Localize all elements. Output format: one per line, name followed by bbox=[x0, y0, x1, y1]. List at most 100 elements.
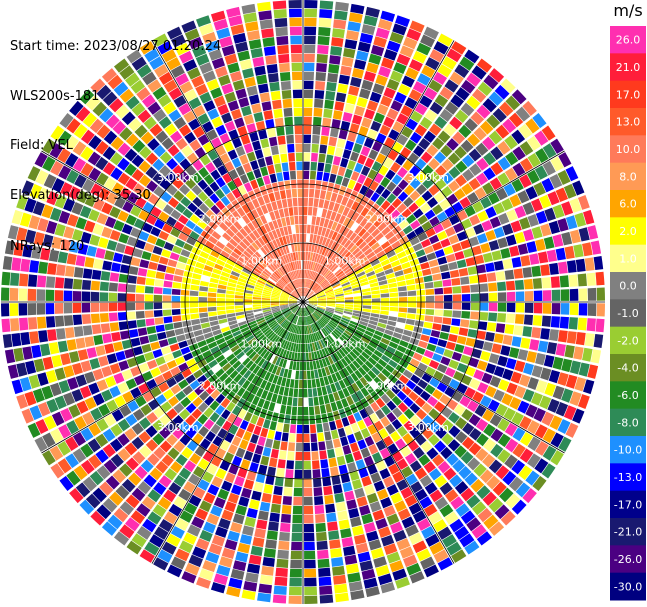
ray-gate bbox=[558, 152, 572, 168]
ray-gate bbox=[278, 267, 285, 276]
ray-gate bbox=[331, 37, 344, 48]
ray-gate bbox=[84, 371, 96, 384]
ray-gate bbox=[188, 473, 201, 486]
ray-gate bbox=[249, 462, 259, 473]
ray-gate bbox=[215, 145, 227, 157]
ray-gate bbox=[427, 197, 438, 208]
ray-gate bbox=[92, 198, 105, 211]
ray-gate bbox=[29, 183, 43, 199]
ray-gate bbox=[460, 239, 471, 250]
ray-gate bbox=[248, 351, 257, 360]
ray-gate bbox=[210, 505, 223, 517]
ray-gate bbox=[216, 337, 226, 345]
ray-gate bbox=[293, 290, 300, 298]
ray-gate bbox=[28, 215, 41, 230]
ray-gate bbox=[504, 135, 518, 150]
ray-gate bbox=[222, 362, 232, 372]
ray-gate bbox=[279, 522, 291, 533]
colorbar-tick-label: 0.0 bbox=[619, 280, 637, 293]
ray-gate bbox=[412, 510, 427, 523]
ray-gate bbox=[283, 310, 291, 316]
ray-gate bbox=[480, 196, 492, 209]
ray-gate bbox=[441, 172, 454, 185]
ray-gate bbox=[250, 179, 259, 190]
ray-gate bbox=[310, 261, 314, 271]
ray-gate bbox=[103, 413, 117, 427]
ray-gate bbox=[45, 303, 55, 315]
ray-gate bbox=[54, 290, 64, 301]
ray-gate bbox=[45, 220, 58, 235]
ray-gate bbox=[537, 340, 549, 353]
ray-gate bbox=[338, 379, 346, 389]
ray-gate bbox=[244, 310, 254, 315]
ray-gate bbox=[375, 440, 387, 451]
ray-gate bbox=[506, 302, 516, 313]
ray-gate bbox=[482, 453, 496, 468]
ray-gate bbox=[306, 306, 313, 314]
ray-gate bbox=[352, 312, 362, 318]
ray-gate bbox=[278, 450, 287, 460]
ray-gate bbox=[285, 341, 290, 350]
ray-gate bbox=[326, 307, 335, 311]
ray-gate bbox=[372, 509, 385, 521]
ray-gate bbox=[451, 549, 467, 563]
ray-gate bbox=[300, 278, 303, 288]
ray-gate bbox=[534, 458, 549, 474]
ray-gate bbox=[451, 242, 462, 253]
ray-gate bbox=[533, 407, 546, 422]
ray-gate bbox=[459, 196, 471, 209]
ray-gate bbox=[245, 235, 254, 244]
ray-gate bbox=[376, 345, 386, 354]
ray-gate bbox=[233, 221, 243, 231]
ray-gate bbox=[409, 427, 421, 439]
nrays: NRays: 120 bbox=[10, 239, 85, 254]
ray-gate bbox=[383, 87, 396, 99]
ray-gate bbox=[301, 325, 303, 335]
ray-gate bbox=[378, 341, 388, 350]
ray-gate bbox=[290, 35, 302, 45]
ray-gate bbox=[595, 318, 605, 333]
ray-gate bbox=[296, 270, 300, 279]
ray-gate bbox=[482, 341, 493, 352]
ray-gate bbox=[273, 9, 287, 19]
ray-gate bbox=[303, 125, 312, 135]
ray-gate bbox=[226, 313, 236, 318]
ray-gate bbox=[392, 186, 403, 197]
ray-gate bbox=[80, 360, 92, 373]
ray-gate bbox=[485, 363, 497, 375]
ray-gate bbox=[292, 197, 298, 207]
ray-gate bbox=[311, 379, 317, 388]
ray-gate bbox=[320, 256, 326, 265]
ray-gate bbox=[134, 466, 148, 480]
ray-gate bbox=[303, 343, 306, 353]
ray-gate bbox=[295, 279, 300, 288]
ray-gate bbox=[270, 297, 280, 300]
ray-gate bbox=[272, 99, 282, 110]
ray-gate bbox=[417, 232, 428, 242]
ray-gate bbox=[472, 201, 484, 213]
ray-gate bbox=[290, 305, 299, 311]
ray-gate bbox=[288, 299, 298, 302]
ray-gate bbox=[119, 127, 133, 141]
ray-gate bbox=[187, 524, 201, 537]
ray-gate bbox=[303, 224, 307, 234]
ray-gate bbox=[257, 249, 266, 258]
ray-gate bbox=[344, 294, 354, 298]
ray-gate bbox=[315, 378, 321, 388]
ray-gate bbox=[369, 413, 379, 424]
ray-gate bbox=[388, 463, 400, 475]
ray-gate bbox=[291, 62, 302, 72]
ray-gate bbox=[199, 91, 212, 104]
ray-gate bbox=[257, 279, 266, 285]
ray-gate bbox=[339, 276, 348, 283]
ray-gate bbox=[348, 85, 360, 97]
colorbar-swatch bbox=[610, 53, 646, 82]
ray-gate bbox=[153, 108, 167, 122]
ray-gate bbox=[170, 366, 181, 377]
ray-gate bbox=[303, 278, 306, 288]
ray-gate bbox=[304, 577, 317, 587]
ray-gate bbox=[163, 280, 173, 288]
ray-gate bbox=[45, 369, 58, 384]
ray-gate bbox=[265, 539, 277, 549]
ray-gate bbox=[344, 168, 353, 179]
